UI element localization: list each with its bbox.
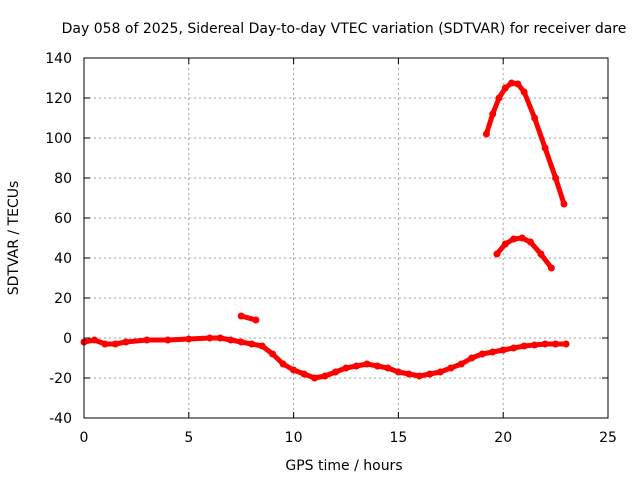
data-point (332, 368, 340, 376)
data-point (552, 340, 560, 348)
data-point (541, 144, 549, 152)
data-point (547, 264, 555, 272)
axis-ticks: 0 5 10 15 20 25 -40 -20 0 20 40 60 80 100 120 140 (45, 51, 617, 446)
data-point (405, 370, 413, 378)
data-point (478, 350, 486, 358)
y-tick-label: 60 (54, 211, 72, 227)
data-point (206, 334, 214, 342)
data-point (501, 84, 509, 92)
data-point (426, 370, 434, 378)
x-tick-label: 25 (599, 430, 617, 446)
data-point (520, 88, 528, 96)
data-point (562, 340, 570, 348)
data-point (508, 79, 516, 87)
data-point (489, 348, 497, 356)
data-point (269, 350, 277, 358)
data-point (415, 372, 423, 380)
data-point (489, 110, 497, 118)
data-point (122, 338, 130, 346)
data-point (321, 372, 329, 380)
data-point (311, 374, 319, 382)
data-point (468, 354, 476, 362)
data-point (482, 130, 490, 138)
data-point (510, 344, 518, 352)
y-tick-label: 0 (63, 331, 72, 347)
data-point (164, 336, 172, 344)
data-point (90, 336, 98, 344)
data-point (237, 338, 245, 346)
data-point (237, 312, 245, 320)
plot-frame (83, 57, 609, 419)
data-point (447, 364, 455, 372)
data-point (111, 340, 119, 348)
y-tick-label: 140 (45, 51, 72, 67)
x-tick-label: 15 (389, 430, 407, 446)
x-tick-label: 10 (285, 430, 303, 446)
y-tick-label: -20 (49, 371, 72, 387)
data-point (541, 340, 549, 348)
x-tick-label: 5 (184, 430, 193, 446)
y-tick-label: 40 (54, 251, 72, 267)
data-point (531, 114, 539, 122)
y-tick-label: 100 (45, 131, 72, 147)
x-tick-label: 20 (494, 430, 512, 446)
y-tick-label: 20 (54, 291, 72, 307)
chart-title: Day 058 of 2025, Sidereal Day-to-day VTE… (62, 21, 627, 37)
data-point (300, 370, 308, 378)
data-point (143, 336, 151, 344)
data-point (279, 360, 287, 368)
data-point (537, 250, 545, 258)
gridlines (84, 58, 608, 418)
data-point (290, 366, 298, 374)
data-point (499, 346, 507, 354)
data-point (531, 341, 539, 349)
data-point (216, 334, 224, 342)
data-point (520, 342, 528, 350)
y-tick-label: -40 (49, 411, 72, 427)
data-point (342, 364, 350, 372)
x-axis-label: GPS time / hours (285, 458, 402, 474)
data-point (501, 240, 509, 248)
y-axis-label: SDTVAR / TECUs (6, 181, 22, 296)
data-point (552, 174, 560, 182)
x-tick-label: 0 (80, 430, 89, 446)
data-point (227, 336, 235, 344)
data-point (384, 364, 392, 372)
data-point (436, 368, 444, 376)
data-point (493, 250, 501, 258)
data-point (252, 316, 260, 324)
data-point (363, 360, 371, 368)
data-point (373, 362, 381, 370)
data-point (526, 238, 534, 246)
data-point (248, 340, 256, 348)
data-point (495, 94, 503, 102)
data-point (514, 80, 522, 88)
data-point (394, 368, 402, 376)
y-tick-label: 120 (45, 91, 72, 107)
data-series (80, 79, 570, 382)
data-point (101, 340, 109, 348)
data-point (560, 200, 568, 208)
data-point (518, 234, 526, 242)
data-point (457, 360, 465, 368)
y-tick-label: 80 (54, 171, 72, 187)
data-point (185, 335, 193, 343)
data-point (352, 362, 360, 370)
data-point (510, 235, 518, 243)
data-point (258, 342, 266, 350)
